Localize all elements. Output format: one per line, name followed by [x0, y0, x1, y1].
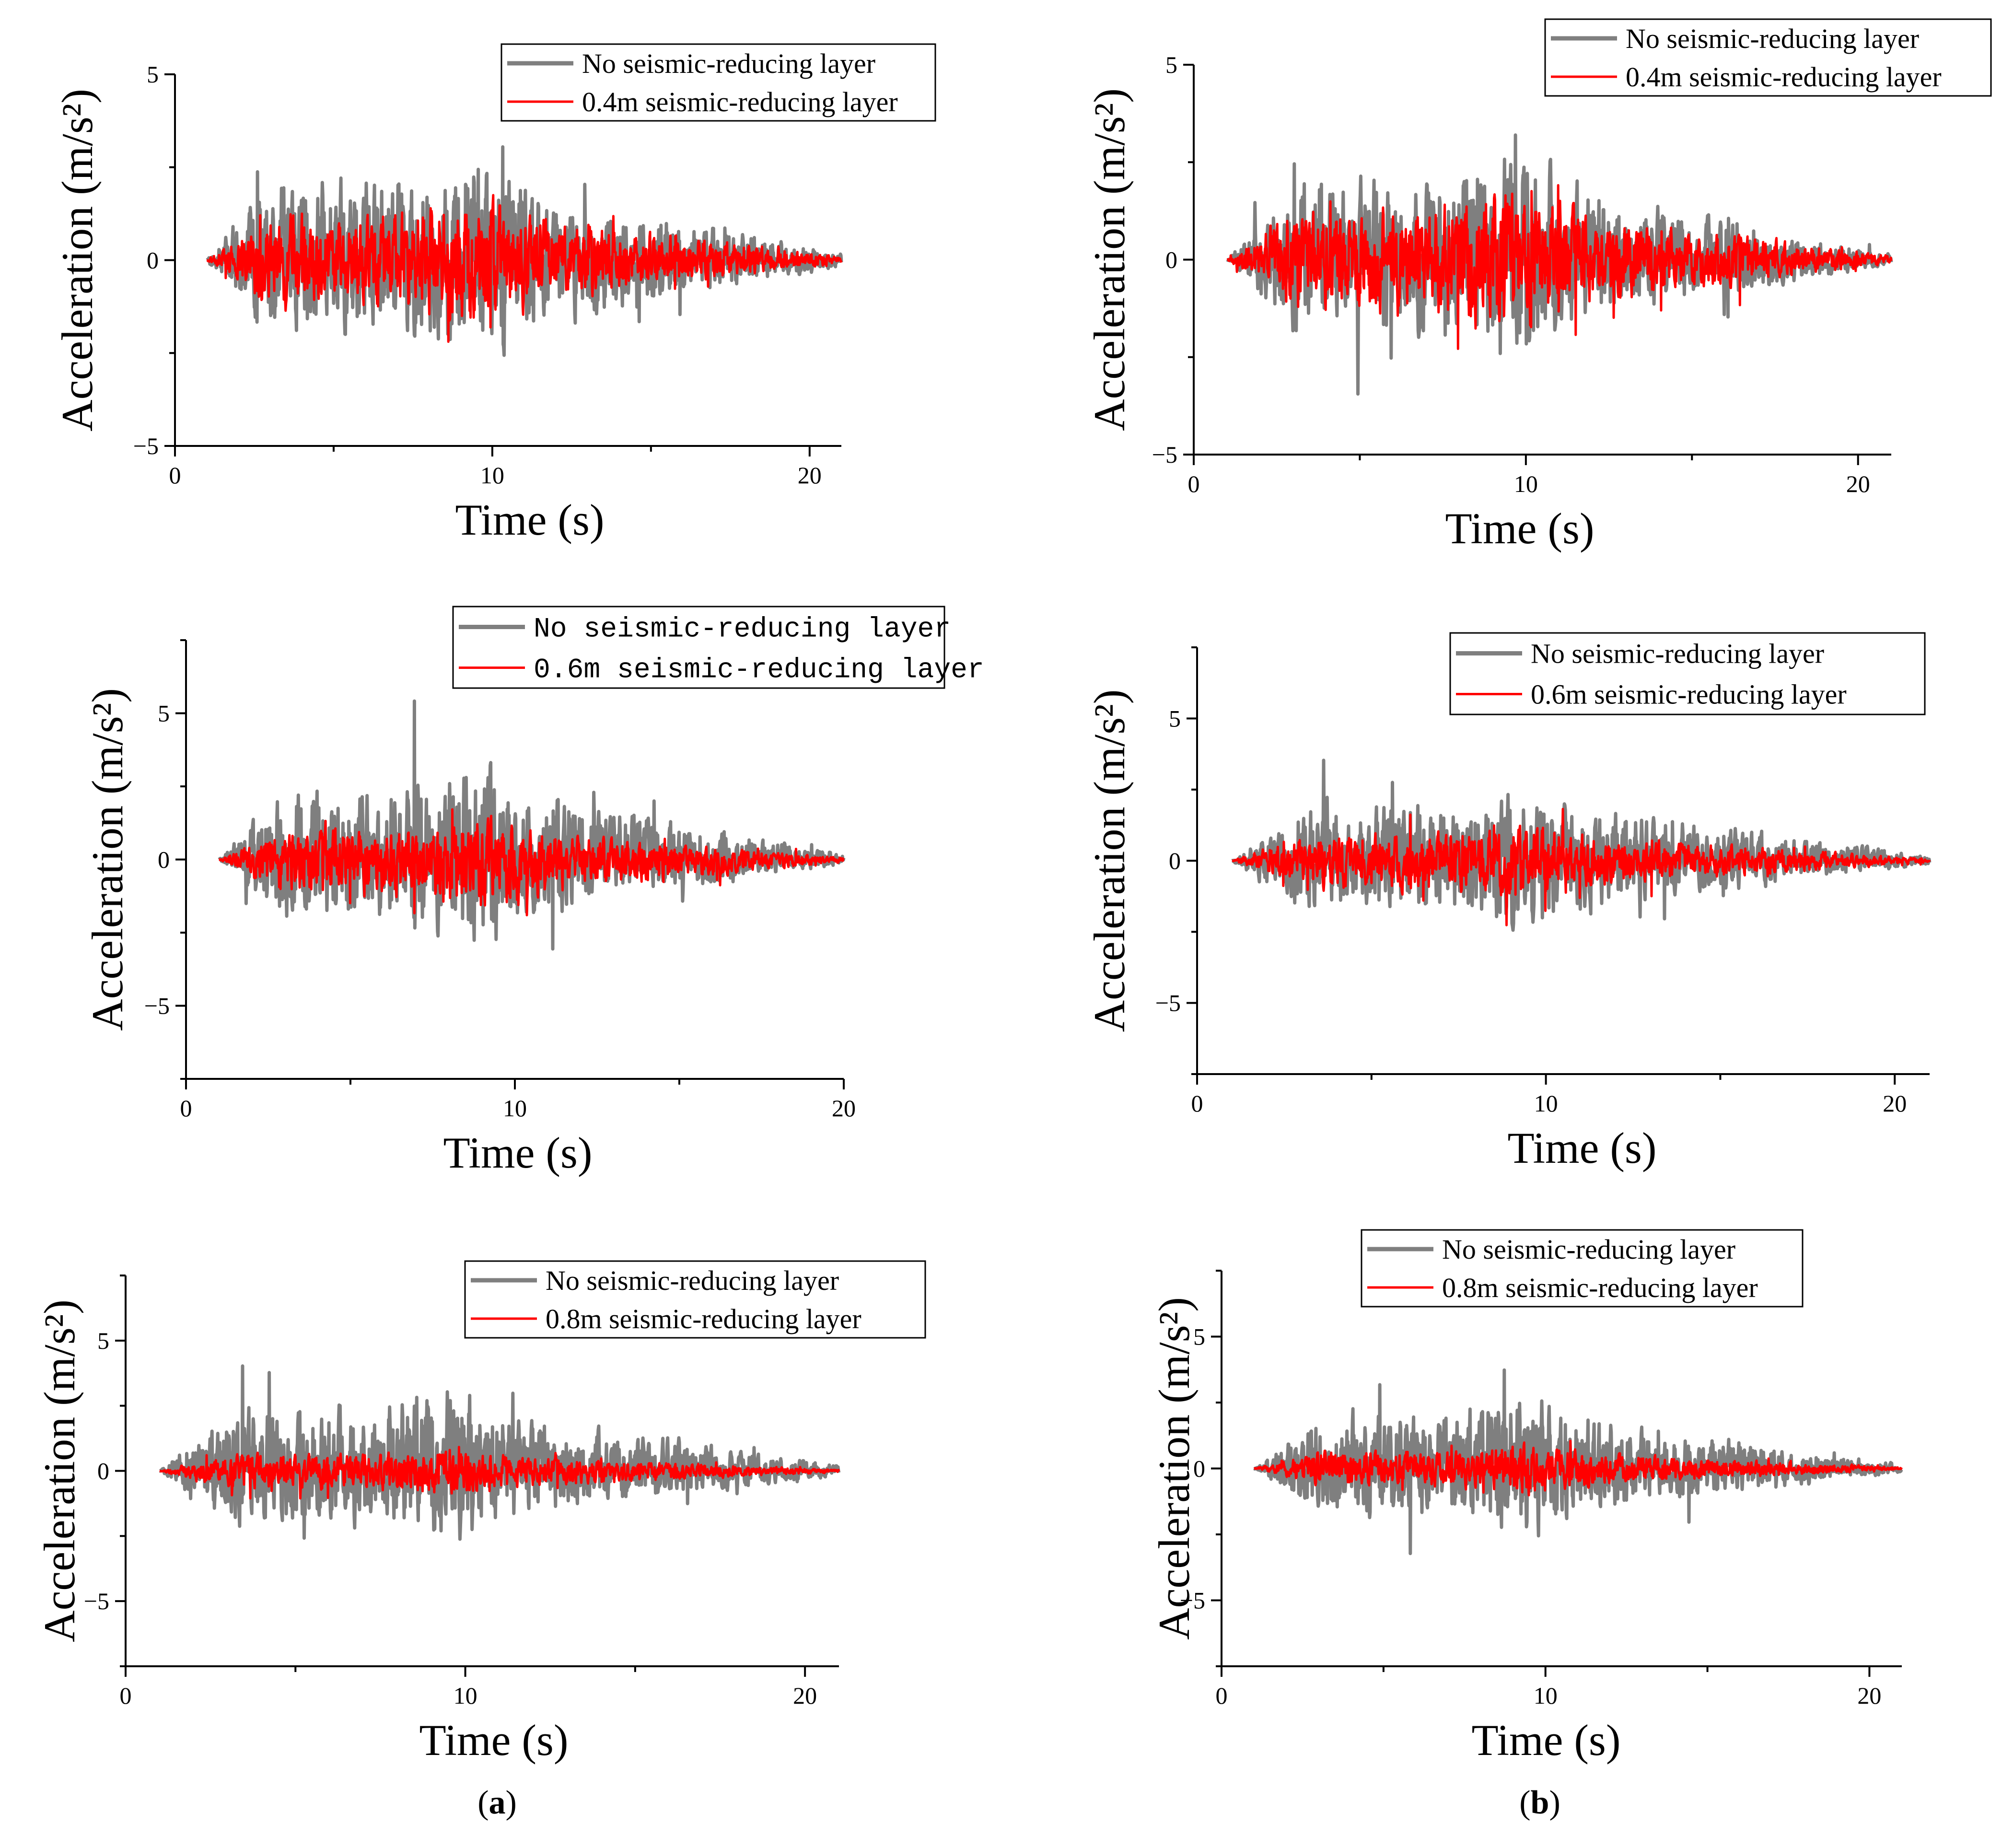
- y-tick-label: 5: [1169, 705, 1181, 732]
- y-tick-label: 0: [1193, 1455, 1205, 1482]
- caption-a-close: ): [505, 1784, 517, 1821]
- x-axis-title: Time (s): [1508, 1123, 1657, 1172]
- y-axis-title: Acceleration (m/s²): [1085, 88, 1134, 431]
- legend-box: [1544, 18, 1992, 97]
- x-tick-label: 0: [1216, 1682, 1228, 1709]
- y-axis-title: Acceleration (m/s²): [83, 688, 132, 1031]
- y-tick-label: 0: [147, 247, 159, 274]
- legend-label: No seismic-reducing layer: [1442, 1234, 1735, 1265]
- series-line-with-layer: [159, 1446, 840, 1500]
- legend-label: No seismic-reducing layer: [1531, 638, 1824, 669]
- y-tick-label: 5: [158, 700, 170, 727]
- series-line-with-layer: [1231, 807, 1931, 926]
- y-tick-label: 5: [1193, 1323, 1205, 1350]
- series-line-with-layer: [218, 808, 845, 917]
- caption-b-close: ): [1549, 1784, 1560, 1821]
- y-tick-label: 5: [97, 1327, 109, 1354]
- y-axis-title: Acceleration (m/s²): [1150, 1297, 1199, 1640]
- x-tick-label: 20: [1883, 1090, 1907, 1117]
- x-axis-title: Time (s): [419, 1716, 569, 1765]
- x-axis-title: Time (s): [1445, 504, 1595, 553]
- x-tick-label: 0: [120, 1682, 132, 1709]
- x-tick-label: 0: [1191, 1090, 1203, 1117]
- caption-b-letter: b: [1530, 1784, 1549, 1821]
- y-tick-label: −5: [133, 433, 159, 459]
- legend: No seismic-reducing layer 0.4m seismic-re…: [1544, 18, 1992, 97]
- legend-label: No seismic-reducing layer: [546, 1265, 839, 1296]
- y-axis-title: Acceleration (m/s²): [53, 89, 102, 432]
- legend-label: 0.4m seismic-reducing layer: [582, 86, 898, 117]
- x-tick-label: 10: [454, 1682, 477, 1709]
- chart-a-1: 0 10 20 −5 0 5 Time (s) Acceleration (m/s²) No s…: [53, 43, 936, 544]
- legend-label: No seismic-reducing layer: [582, 48, 875, 79]
- x-tick-label: 20: [1846, 470, 1870, 497]
- legend-label: 0.6m seismic-reducing layer: [1531, 679, 1847, 710]
- x-tick-label: 0: [180, 1095, 192, 1122]
- y-tick-label: 5: [147, 61, 159, 88]
- y-tick-label: −5: [1152, 441, 1177, 468]
- x-tick-label: 0: [169, 462, 181, 489]
- legend: No seismic-reducing layer 0.8m seismic-re…: [464, 1260, 926, 1339]
- x-tick-label: 10: [1534, 1682, 1558, 1709]
- series-line-with-layer: [1226, 184, 1893, 350]
- y-tick-label: −5: [1155, 990, 1181, 1017]
- y-tick-label: −5: [144, 993, 170, 1019]
- chart-a-3: 0 10 20 −5 0 5 Time (s) Acceleration (m/s²) No s…: [35, 1260, 926, 1765]
- caption-a: (a): [449, 1784, 545, 1822]
- x-axis-title: Time (s): [443, 1128, 593, 1177]
- caption-a-open: (: [477, 1784, 489, 1821]
- chart-b-2: 0 10 20 −5 0 5 Time (s) Acceleration (m/s²) No s…: [1085, 632, 1932, 1172]
- y-axis-title: Acceleration (m/s²): [1085, 690, 1134, 1032]
- x-tick-label: 20: [793, 1682, 817, 1709]
- y-tick-label: 0: [158, 846, 170, 873]
- chart-a-2: 0 10 20 −5 0 5 Time (s) Acceleration (m/s²) No s…: [83, 606, 984, 1177]
- legend-label: 0.4m seismic-reducing layer: [1626, 61, 1942, 93]
- series-line-with-layer: [206, 194, 843, 343]
- y-tick-label: 0: [1169, 847, 1181, 874]
- x-tick-label: 10: [480, 462, 504, 489]
- legend-box: [1361, 1229, 1804, 1308]
- caption-b: (b): [1492, 1784, 1588, 1822]
- series-line-with-layer: [1253, 1439, 1903, 1497]
- caption-a-letter: a: [489, 1784, 506, 1821]
- legend-label: 0.8m seismic-reducing layer: [1442, 1272, 1758, 1303]
- legend-box: [464, 1260, 926, 1339]
- x-tick-label: 10: [1534, 1090, 1558, 1117]
- legend: No seismic-reducing layer 0.6m seismic-re…: [452, 606, 984, 689]
- y-tick-label: 5: [1165, 51, 1177, 78]
- legend-label: 0.6m seismic-reducing layer: [534, 655, 984, 686]
- x-tick-label: 20: [798, 462, 822, 489]
- series-line-no-layer: [218, 699, 846, 951]
- y-tick-label: 0: [1165, 246, 1177, 273]
- legend-box: [452, 606, 945, 689]
- chart-b-1: 0 10 20 −5 0 5 Time (s) Acceleration (m/s²) No s…: [1085, 18, 1992, 553]
- x-tick-label: 10: [503, 1095, 527, 1122]
- legend-label: No seismic-reducing layer: [1626, 23, 1919, 54]
- y-tick-label: −5: [1180, 1587, 1205, 1614]
- caption-b-open: (: [1519, 1784, 1531, 1821]
- series-line-no-layer: [158, 1364, 841, 1541]
- x-tick-label: 10: [1514, 470, 1538, 497]
- legend-label: 0.8m seismic-reducing layer: [546, 1303, 861, 1334]
- x-axis-title: Time (s): [1472, 1716, 1621, 1765]
- x-tick-label: 20: [832, 1095, 856, 1122]
- chart-b-3: 0 10 20 −5 0 5 Time (s) Acceleration (m/s²) No s…: [1150, 1229, 1903, 1765]
- legend: No seismic-reducing layer 0.8m seismic-re…: [1361, 1229, 1804, 1308]
- y-tick-label: 0: [97, 1458, 109, 1485]
- legend-label: No seismic-reducing layer: [534, 614, 951, 645]
- x-tick-label: 20: [1857, 1682, 1881, 1709]
- legend: No seismic-reducing layer 0.4m seismic-re…: [500, 43, 936, 122]
- x-axis-title: Time (s): [455, 495, 605, 544]
- y-axis-title: Acceleration (m/s²): [35, 1299, 84, 1642]
- legend-box: [500, 43, 936, 122]
- y-tick-label: −5: [84, 1588, 109, 1614]
- legend: No seismic-reducing layer 0.6m seismic-re…: [1449, 632, 1926, 715]
- x-tick-label: 0: [1188, 470, 1200, 497]
- legend-box: [1449, 632, 1926, 715]
